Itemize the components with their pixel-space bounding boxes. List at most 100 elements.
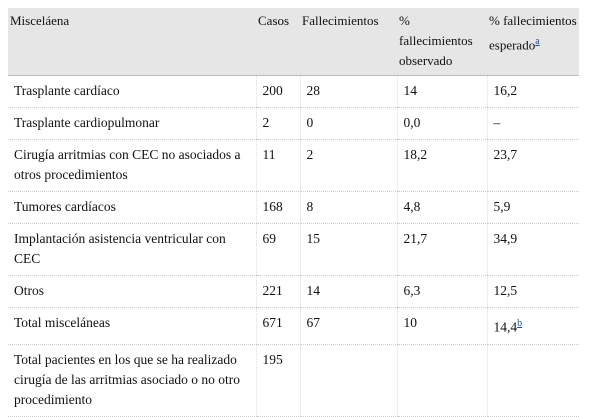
- footnote-ref: b: [517, 317, 522, 329]
- cell-text: 18,2: [403, 147, 428, 162]
- table-cell: 21,7: [396, 223, 487, 276]
- table-cell: 6,3: [396, 275, 487, 308]
- cell-text: 2: [262, 115, 270, 130]
- cell-text: 4,8: [403, 199, 421, 214]
- table-cell: 14: [299, 275, 397, 308]
- header-cell: Fallecimientos: [300, 8, 397, 76]
- data-table: Misceláena Casos Fallecimientos % fallecimi…: [8, 8, 579, 417]
- table-cell: 2: [299, 139, 397, 192]
- cell-text: Otros: [14, 283, 44, 298]
- table-row: Tumores cardíacos 168 8 4,8 5,9: [8, 191, 579, 224]
- cell-text: Tumores cardíacos: [14, 199, 116, 214]
- cell-text: Fallecimientos: [302, 13, 379, 28]
- table-cell: 23,7: [486, 139, 579, 192]
- table-cell: 8: [299, 191, 397, 224]
- cell-text: 200: [262, 83, 283, 98]
- table-cell: 168: [255, 191, 300, 224]
- cell-text: 0,0: [403, 115, 421, 130]
- cell-text: 10: [403, 315, 418, 330]
- table-row: Implantación asistencia ventricular con …: [8, 223, 579, 276]
- cell-text: 221: [262, 283, 283, 298]
- cell-text: 14: [306, 283, 321, 298]
- cell-text: 69: [262, 231, 277, 246]
- table-cell: [299, 344, 397, 417]
- cell-text: Trasplante cardiopulmonar: [14, 115, 160, 130]
- table-cell: 11: [255, 139, 300, 192]
- table-cell: 18,2: [396, 139, 487, 192]
- page: Misceláena Casos Fallecimientos % fallecimi…: [8, 8, 579, 417]
- cell-text: 16,2: [493, 83, 518, 98]
- footnote-link[interactable]: a: [535, 36, 540, 47]
- cell-text: Cirugía arritmias con CEC no asociados a…: [14, 147, 241, 182]
- table-cell: 34,9: [486, 223, 579, 276]
- header-cell: Misceláena: [8, 8, 256, 76]
- table-cell: 0: [299, 107, 397, 140]
- header-cell: % fallecimientos esperadoa: [487, 8, 579, 76]
- table-cell: –: [486, 107, 579, 140]
- table-cell: Trasplante cardíaco: [8, 75, 256, 108]
- table-cell: Cirugía arritmias con CEC no asociados a…: [8, 139, 256, 192]
- table-row: Cirugía arritmias con CEC no asociados a…: [8, 139, 579, 192]
- table-body: Trasplante cardíaco 200 28 14 16,2 Trasplante…: [8, 75, 579, 417]
- cell-text: 0: [306, 115, 314, 130]
- cell-text: Implantación asistencia ventricular con …: [14, 231, 226, 266]
- table-row: Total pacientes en los que se ha realiza…: [8, 344, 579, 417]
- table-cell: Trasplante cardiopulmonar: [8, 107, 256, 140]
- table-cell: [486, 344, 579, 417]
- table-cell: 14: [396, 75, 487, 108]
- table-cell: 5,9: [486, 191, 579, 224]
- table-cell: 15: [299, 223, 397, 276]
- table-cell: 67: [299, 307, 397, 345]
- table-cell: Otros: [8, 275, 256, 308]
- cell-text: % fallecimientos observado: [399, 13, 473, 68]
- cell-text: 23,7: [493, 147, 518, 162]
- cell-text: 28: [306, 83, 321, 98]
- table-cell: 28: [299, 75, 397, 108]
- table-cell: 2: [255, 107, 300, 140]
- header-cell: Casos: [256, 8, 300, 76]
- header-row: Misceláena Casos Fallecimientos % fallecimi…: [8, 8, 579, 76]
- cell-text: 6,3: [403, 283, 421, 298]
- cell-text: 34,9: [493, 231, 518, 246]
- table-row: Trasplante cardíaco 200 28 14 16,2: [8, 75, 579, 108]
- table-cell: 200: [255, 75, 300, 108]
- table-cell: 4,8: [396, 191, 487, 224]
- table-cell: 12,5: [486, 275, 579, 308]
- table-cell: Total misceláneas: [8, 307, 256, 345]
- cell-text: Total pacientes en los que se ha realiza…: [14, 351, 241, 407]
- cell-text: 2: [306, 147, 314, 162]
- cell-text: 195: [262, 351, 283, 367]
- table-row: Total misceláneas 671 67 10 14,4b: [8, 307, 579, 345]
- table-cell: 671: [255, 307, 300, 345]
- table-cell: Implantación asistencia ventricular con …: [8, 223, 256, 276]
- cell-text: 14: [403, 83, 418, 98]
- footnote-link[interactable]: b: [517, 318, 523, 329]
- table-row: Otros 221 14 6,3 12,5: [8, 275, 579, 308]
- table-cell: Total pacientes en los que se ha realiza…: [8, 344, 256, 417]
- cell-text: 11: [262, 147, 276, 162]
- cell-text: Trasplante cardíaco: [14, 83, 120, 98]
- cell-text: 168: [262, 199, 283, 214]
- cell-text: 14,4: [493, 319, 518, 335]
- table-cell: 221: [255, 275, 300, 308]
- footnote-ref: a: [535, 35, 539, 47]
- cell-text: 15: [306, 231, 321, 246]
- cell-text: Misceláena: [10, 13, 70, 28]
- cell-text: 12,5: [493, 283, 518, 298]
- header-cell: % fallecimientos observado: [397, 8, 487, 76]
- cell-text: 67: [306, 315, 321, 330]
- cell-text: 671: [262, 315, 283, 330]
- table-cell: 0,0: [396, 107, 487, 140]
- table-cell: 14,4b: [486, 307, 579, 345]
- table-cell: 16,2: [486, 75, 579, 108]
- cell-text: 5,9: [493, 199, 511, 214]
- table-cell: [396, 344, 487, 417]
- table-cell: 195: [255, 344, 300, 417]
- cell-text: 8: [306, 199, 314, 214]
- cell-text: 21,7: [403, 231, 428, 246]
- cell-text: –: [493, 115, 501, 130]
- table-cell: 69: [255, 223, 300, 276]
- cell-text: Total misceláneas: [14, 315, 111, 330]
- cell-text: Casos: [258, 13, 290, 28]
- table-cell: Tumores cardíacos: [8, 191, 256, 224]
